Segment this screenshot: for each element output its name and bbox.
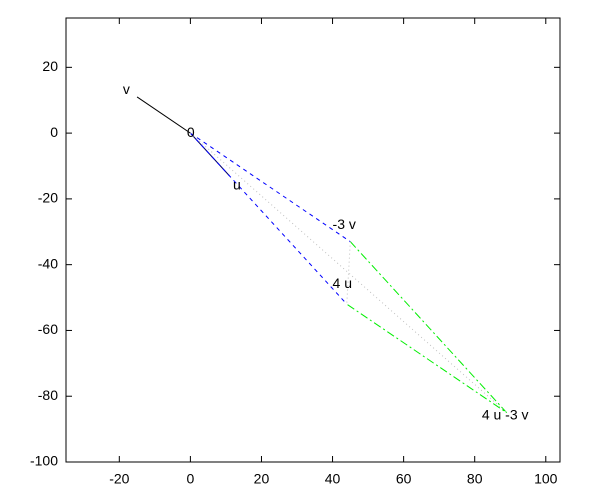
point-label: 4 u [333, 275, 352, 291]
x-tick-label: -20 [109, 471, 129, 487]
point-label: u [233, 176, 241, 192]
point-label: -3 v [333, 216, 356, 232]
y-tick-label: -100 [30, 453, 58, 469]
vector-line [190, 132, 508, 414]
vector-line [136, 96, 191, 134]
x-tick-label: 100 [534, 471, 558, 487]
plot-frame [65, 17, 561, 463]
y-tick-label: -40 [38, 255, 58, 271]
point-label: 4 u -3 v [482, 407, 529, 423]
vector-line [346, 241, 508, 414]
x-tick-label: 0 [186, 471, 194, 487]
vector-line [346, 241, 351, 305]
x-tick-label: 80 [467, 471, 483, 487]
x-tick-label: 60 [396, 471, 412, 487]
point-label: 0 [187, 124, 195, 140]
vector-line [190, 132, 348, 305]
y-tick-label: -20 [38, 190, 58, 206]
y-tick-label: -60 [38, 321, 58, 337]
x-tick-label: 40 [325, 471, 341, 487]
y-tick-label: -80 [38, 387, 58, 403]
y-tick-label: 0 [50, 124, 58, 140]
y-tick-label: 20 [42, 58, 58, 74]
vector-line [190, 132, 351, 243]
point-label: v [123, 81, 130, 97]
x-tick-label: 20 [254, 471, 270, 487]
